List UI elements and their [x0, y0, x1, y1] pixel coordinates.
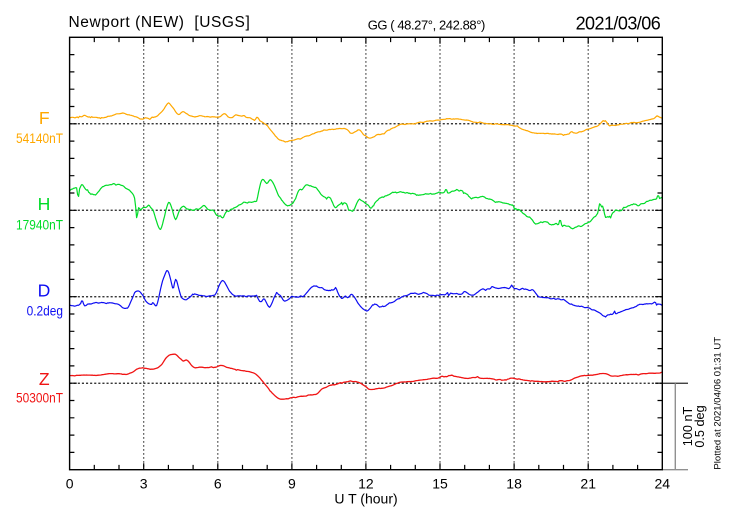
svg-text:12: 12: [358, 476, 374, 492]
svg-text:Z: Z: [39, 369, 50, 389]
svg-text:15: 15: [432, 476, 448, 492]
svg-text:54140nT: 54140nT: [16, 130, 63, 146]
svg-text:24: 24: [655, 476, 671, 492]
svg-text:17940nT: 17940nT: [16, 216, 63, 232]
svg-text:6: 6: [214, 476, 222, 492]
svg-text:0.2deg: 0.2deg: [27, 303, 63, 319]
svg-text:D: D: [38, 281, 51, 301]
svg-text:H: H: [38, 194, 51, 214]
svg-text:Plotted at 2021/04/06 01:31 UT: Plotted at 2021/04/06 01:31 UT: [712, 337, 723, 470]
svg-text:21: 21: [580, 476, 596, 492]
svg-text:GG ( 48.27°, 242.88°): GG ( 48.27°, 242.88°): [368, 18, 485, 33]
svg-text:Newport (NEW) [USGS]: Newport (NEW) [USGS]: [69, 14, 251, 31]
svg-text:2021/03/06: 2021/03/06: [576, 13, 661, 33]
svg-text:50300nT: 50300nT: [16, 390, 63, 406]
svg-text:9: 9: [288, 476, 296, 492]
svg-text:18: 18: [506, 476, 522, 492]
svg-text:0: 0: [66, 476, 74, 492]
svg-text:3: 3: [140, 476, 148, 492]
svg-text:100 nT0.5 deg: 100 nT0.5 deg: [681, 405, 707, 447]
svg-text:F: F: [39, 108, 50, 128]
svg-text:U T (hour): U T (hour): [334, 491, 397, 507]
